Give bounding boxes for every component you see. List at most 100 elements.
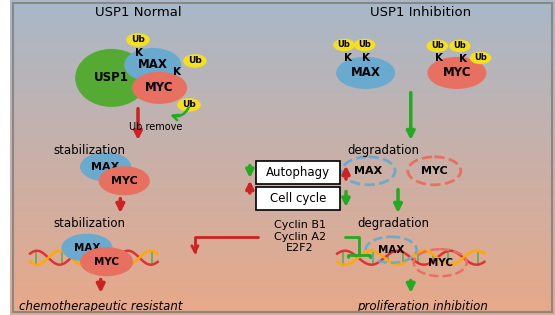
Text: MAX: MAX [74,243,100,253]
Text: Cell cycle: Cell cycle [270,192,326,205]
Bar [11,165,555,169]
Bar [11,295,555,299]
Ellipse shape [81,153,130,180]
Bar [11,204,555,209]
Bar [11,39,555,43]
Text: Ub: Ub [431,42,443,50]
Text: MYC: MYC [145,81,174,94]
Bar [11,185,555,189]
Bar [11,209,555,212]
Bar [11,138,555,142]
Text: stabilization: stabilization [53,144,125,157]
Ellipse shape [125,49,180,81]
Text: Ub: Ub [359,40,371,49]
Ellipse shape [337,58,394,88]
Text: degradation: degradation [357,217,429,230]
Bar [11,303,555,307]
Bar [11,146,555,149]
Text: Ub: Ub [188,56,202,66]
Text: Autophagy: Autophagy [266,166,330,179]
Text: MAX: MAX [351,66,381,79]
Circle shape [183,54,206,68]
Circle shape [426,40,448,52]
Text: stabilization: stabilization [53,217,125,230]
Bar [11,193,555,197]
Text: Cyclin B1
Cyclin A2
E2F2: Cyclin B1 Cyclin A2 E2F2 [274,220,326,253]
Text: degradation: degradation [347,144,419,157]
Bar [11,256,555,260]
Text: MYC: MYC [421,166,448,176]
Bar [11,264,555,267]
Bar [11,130,555,134]
Circle shape [449,40,471,52]
Bar [11,279,555,283]
Ellipse shape [63,235,112,261]
Bar [11,98,555,102]
Text: chemotherapeutic resistant: chemotherapeutic resistant [19,300,183,313]
Ellipse shape [76,50,147,106]
Bar [11,240,555,244]
Bar [11,161,555,165]
Bar [11,220,555,224]
Bar [11,59,555,63]
Ellipse shape [81,248,132,275]
Text: MAX: MAX [138,58,168,72]
Bar [11,260,555,264]
Text: Ub: Ub [453,42,466,50]
Bar [11,63,555,67]
Text: USP1 Inhibition: USP1 Inhibition [370,7,471,20]
Text: MAX: MAX [355,166,383,176]
Text: Ub: Ub [337,40,350,49]
Bar [11,197,555,201]
Bar [11,228,555,232]
Bar [11,149,555,153]
Bar [11,272,555,275]
Bar [11,134,555,138]
Bar [11,90,555,94]
Bar [11,32,555,35]
Bar [11,79,555,83]
Bar [11,283,555,287]
Bar [11,311,555,315]
Bar [11,27,555,32]
Bar [11,142,555,146]
Bar [11,244,555,248]
Bar [11,43,555,47]
Text: K: K [344,53,352,63]
Bar [11,201,555,204]
Text: Ub: Ub [474,54,487,62]
Bar [11,106,555,110]
Bar [11,169,555,173]
Bar [11,232,555,236]
Bar [11,35,555,39]
Bar [11,122,555,126]
Circle shape [354,39,375,51]
Bar [11,55,555,59]
Bar [11,47,555,51]
Bar [11,181,555,185]
Bar [11,212,555,216]
Text: MYC: MYC [94,257,119,267]
Bar [11,118,555,122]
Bar [11,16,555,20]
Bar [11,157,555,161]
Text: K: K [362,53,370,63]
Bar [11,83,555,87]
Bar [256,187,340,210]
Bar [11,4,555,8]
Ellipse shape [100,167,149,194]
Text: K: K [435,53,443,63]
Bar [11,275,555,279]
Bar [11,12,555,16]
Bar [11,248,555,252]
Bar [11,189,555,193]
Text: USP1 Normal: USP1 Normal [95,7,181,20]
Text: Ub remove: Ub remove [129,122,183,132]
Bar [11,173,555,177]
Ellipse shape [428,58,485,88]
Bar [11,71,555,75]
Bar [11,126,555,130]
Bar [11,216,555,220]
Bar [11,267,555,272]
Bar [11,224,555,228]
